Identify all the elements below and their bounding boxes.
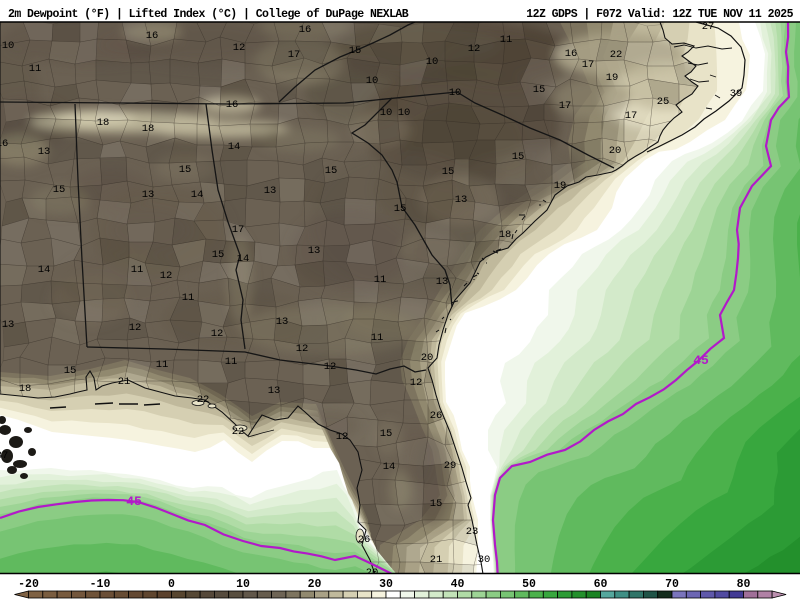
svg-text:60: 60 [594,578,608,591]
svg-text:21: 21 [430,554,443,566]
svg-text:10: 10 [426,56,439,68]
svg-text:18: 18 [499,229,512,241]
svg-text:11: 11 [374,274,387,286]
svg-text:16: 16 [146,30,159,42]
svg-text:12Z GDPS | F072 Valid: 12Z TUE: 12Z GDPS | F072 Valid: 12Z TUE NOV 11 20… [526,8,793,21]
svg-text:13: 13 [264,185,277,197]
svg-text:27: 27 [702,21,715,33]
svg-text:40: 40 [451,578,465,591]
svg-text:25: 25 [657,96,670,108]
svg-text:12: 12 [336,431,349,443]
svg-text:18: 18 [19,383,32,395]
svg-text:10: 10 [398,107,411,119]
svg-text:15: 15 [512,151,525,163]
svg-text:39: 39 [730,88,743,100]
svg-text:12: 12 [468,43,481,55]
svg-text:17: 17 [232,224,245,236]
svg-text:15: 15 [533,84,546,96]
svg-text:15: 15 [212,249,225,261]
svg-text:30: 30 [379,578,393,591]
svg-text:11: 11 [500,34,513,46]
svg-text:14: 14 [191,189,204,201]
svg-text:13: 13 [142,189,155,201]
svg-text:45: 45 [126,494,142,509]
svg-text:15: 15 [442,166,455,178]
svg-text:2m Dewpoint (°F) | Lifted Inde: 2m Dewpoint (°F) | Lifted Index (°C) | C… [8,8,409,21]
svg-text:11: 11 [225,356,238,368]
svg-text:22: 22 [197,394,210,406]
svg-text:18: 18 [97,117,110,129]
svg-text:12: 12 [410,377,423,389]
svg-text:13: 13 [2,319,15,331]
svg-text:22: 22 [610,49,623,61]
svg-text:11: 11 [29,63,42,75]
svg-text:14: 14 [383,461,396,473]
svg-text:10: 10 [366,75,379,87]
svg-text:23: 23 [466,526,479,538]
svg-text:15: 15 [179,164,192,176]
svg-text:16: 16 [299,24,312,36]
svg-text:17: 17 [559,100,572,112]
svg-text:12: 12 [160,270,173,282]
svg-text:13: 13 [268,385,281,397]
svg-text:19: 19 [606,72,619,84]
svg-text:15: 15 [64,365,77,377]
svg-text:11: 11 [182,292,195,304]
svg-text:15: 15 [430,498,443,510]
svg-text:10: 10 [449,87,462,99]
svg-text:16: 16 [0,138,8,150]
svg-text:15: 15 [53,184,66,196]
svg-text:10: 10 [2,40,15,52]
svg-text:11: 11 [156,359,169,371]
svg-text:17: 17 [582,59,595,71]
svg-text:17: 17 [625,110,638,122]
svg-text:16: 16 [226,99,239,111]
svg-text:12: 12 [324,361,337,373]
svg-text:12: 12 [129,322,142,334]
svg-text:20: 20 [308,578,322,591]
svg-text:45: 45 [693,353,709,368]
svg-text:19: 19 [554,180,567,192]
svg-text:13: 13 [308,245,321,257]
svg-text:14: 14 [237,253,250,265]
svg-text:11: 11 [131,264,144,276]
svg-text:10: 10 [236,578,250,591]
svg-text:11: 11 [371,332,384,344]
svg-text:-10: -10 [90,578,111,591]
svg-text:26: 26 [430,410,443,422]
svg-text:15: 15 [394,203,407,215]
svg-text:12: 12 [211,328,224,340]
svg-text:13: 13 [436,276,449,288]
svg-text:80: 80 [737,578,751,591]
svg-text:15: 15 [349,45,362,57]
svg-text:13: 13 [38,146,51,158]
svg-text:0: 0 [168,578,175,591]
svg-text:70: 70 [665,578,679,591]
svg-text:16: 16 [565,48,578,60]
svg-text:30: 30 [478,554,491,566]
svg-text:14: 14 [38,264,51,276]
svg-text:20: 20 [609,145,622,157]
svg-text:15: 15 [325,165,338,177]
svg-text:13: 13 [276,316,289,328]
svg-text:12: 12 [296,343,309,355]
svg-text:10: 10 [380,107,393,119]
svg-text:18: 18 [142,123,155,135]
svg-text:20: 20 [366,567,379,579]
svg-text:-20: -20 [18,578,39,591]
svg-text:26: 26 [358,534,371,546]
svg-text:17: 17 [288,49,301,61]
svg-text:14: 14 [228,141,241,153]
svg-text:37: 37 [0,450,8,462]
svg-text:20: 20 [421,352,434,364]
svg-text:22: 22 [232,426,245,438]
svg-text:50: 50 [522,578,536,591]
svg-text:13: 13 [455,194,468,206]
svg-text:12: 12 [233,42,246,54]
svg-text:15: 15 [380,428,393,440]
svg-text:29: 29 [444,460,457,472]
svg-text:21: 21 [118,376,131,388]
